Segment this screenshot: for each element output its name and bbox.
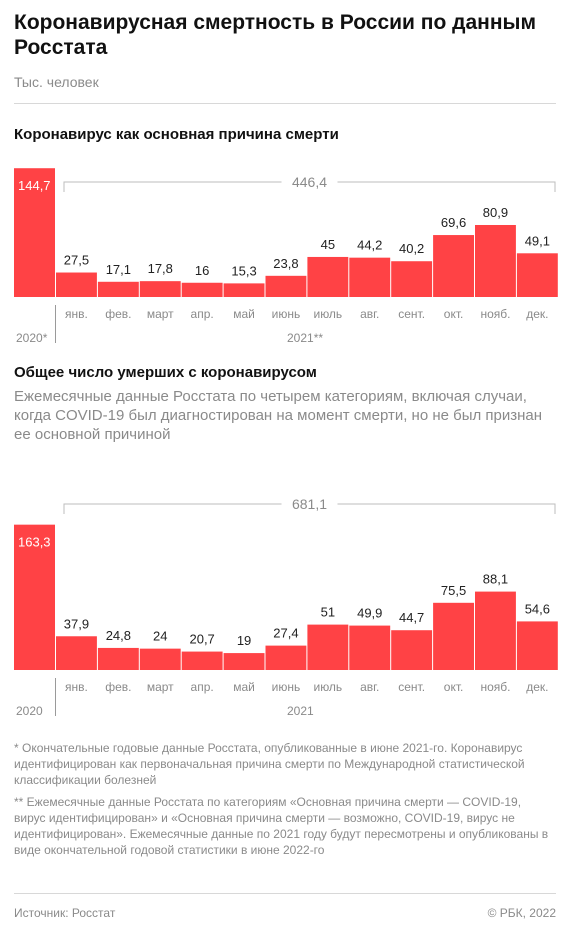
month-tick-label: дек. bbox=[526, 680, 548, 694]
month-tick-label: июль bbox=[313, 680, 342, 694]
month-tick-label: июнь bbox=[272, 307, 301, 321]
value-label: 17,8 bbox=[148, 261, 173, 276]
month-tick-label: янв. bbox=[65, 307, 88, 321]
bar-8 bbox=[349, 625, 391, 670]
month-tick-label: март bbox=[147, 680, 174, 694]
bar-10 bbox=[433, 602, 474, 670]
bar-7 bbox=[307, 256, 349, 297]
month-tick-label: окт. bbox=[444, 680, 464, 694]
value-label: 45 bbox=[321, 237, 335, 252]
bar-5 bbox=[223, 283, 265, 297]
bar-11 bbox=[475, 591, 516, 670]
value-label: 49,9 bbox=[357, 606, 382, 621]
bar-8 bbox=[349, 257, 391, 297]
month-tick-label: янв. bbox=[65, 680, 88, 694]
chart-2-title: Общее число умерших с коронавирусом bbox=[14, 364, 317, 381]
month-tick-label: фев. bbox=[105, 307, 131, 321]
bar-1 bbox=[56, 272, 97, 297]
value-label: 88,1 bbox=[483, 572, 508, 587]
year-label-months: 2021** bbox=[287, 331, 323, 345]
bar-9 bbox=[391, 630, 433, 670]
footnote-monthly: ** Ежемесячные данные Росстата по катего… bbox=[14, 795, 549, 857]
footnotes: * Окончательные годовые данные Росстата,… bbox=[14, 740, 554, 864]
page-title: Коронавирусная смертность в России по да… bbox=[14, 11, 536, 59]
bar-9 bbox=[391, 261, 433, 297]
month-tick-label: фев. bbox=[105, 680, 131, 694]
value-label: 24 bbox=[153, 629, 167, 644]
value-label: 37,9 bbox=[64, 616, 89, 631]
copyright-label: © РБК, 2022 bbox=[487, 906, 556, 920]
divider bbox=[14, 103, 556, 104]
value-label: 23,8 bbox=[273, 256, 298, 271]
bar-annual bbox=[14, 168, 55, 297]
bar-2 bbox=[97, 647, 139, 670]
month-tick-label: июль bbox=[313, 307, 342, 321]
chart-1-title: Коронавирус как основная причина смерти bbox=[14, 126, 339, 143]
bar-4 bbox=[181, 651, 223, 670]
total-label-bg bbox=[281, 495, 338, 513]
month-tick-label: сент. bbox=[398, 307, 425, 321]
divider bbox=[14, 893, 556, 894]
month-tick-label: апр. bbox=[191, 307, 214, 321]
bar-7 bbox=[307, 624, 349, 670]
bar-4 bbox=[181, 282, 223, 297]
month-tick-label: нояб. bbox=[480, 680, 510, 694]
footnote-annual: * Окончательные годовые данные Росстата,… bbox=[14, 741, 525, 787]
value-label: 27,4 bbox=[273, 626, 298, 641]
value-label: 80,9 bbox=[483, 205, 508, 220]
value-label: 27,5 bbox=[64, 253, 89, 268]
bar-1 bbox=[56, 636, 97, 670]
month-tick-label: авг. bbox=[360, 307, 379, 321]
unit-label: Тыс. человек bbox=[14, 74, 99, 90]
value-label: 44,2 bbox=[357, 238, 382, 253]
value-label: 49,1 bbox=[525, 233, 550, 248]
value-label: 44,7 bbox=[399, 610, 424, 625]
month-tick-label: нояб. bbox=[480, 307, 510, 321]
bar-11 bbox=[475, 224, 516, 297]
month-tick-label: окт. bbox=[444, 307, 464, 321]
month-tick-label: май bbox=[233, 307, 255, 321]
chart-2-subtitle: Ежемесячные данные Росстата по четырем к… bbox=[14, 388, 543, 443]
month-tick-label: май bbox=[233, 680, 255, 694]
total-label: 446,4 bbox=[292, 174, 327, 190]
bar-12 bbox=[516, 621, 558, 670]
value-label: 20,7 bbox=[189, 632, 214, 647]
value-label: 19 bbox=[237, 633, 251, 648]
value-label: 15,3 bbox=[231, 263, 256, 278]
value-label-annual: 163,3 bbox=[18, 535, 51, 550]
bar-5 bbox=[223, 653, 265, 670]
month-tick-label: апр. bbox=[191, 680, 214, 694]
value-label: 16 bbox=[195, 263, 209, 278]
month-tick-label: дек. bbox=[526, 307, 548, 321]
year-label-months: 2021 bbox=[287, 704, 314, 718]
value-label: 69,6 bbox=[441, 215, 466, 230]
value-label: 24,8 bbox=[106, 628, 131, 643]
month-tick-label: авг. bbox=[360, 680, 379, 694]
month-tick-label: июнь bbox=[272, 680, 301, 694]
source-label: Источник: Росстат bbox=[14, 906, 116, 920]
value-label-annual: 144,7 bbox=[18, 178, 51, 193]
bar-annual bbox=[14, 524, 55, 670]
value-label: 54,6 bbox=[525, 601, 550, 616]
year-label-annual: 2020* bbox=[16, 331, 48, 345]
value-label: 51 bbox=[321, 605, 335, 620]
bar-6 bbox=[265, 645, 307, 670]
bar-12 bbox=[516, 253, 558, 297]
bar-6 bbox=[265, 275, 307, 297]
value-label: 75,5 bbox=[441, 583, 466, 598]
total-label: 681,1 bbox=[292, 496, 327, 512]
bar-3 bbox=[139, 281, 181, 297]
chart-2-total-deaths: 163,3 37,9 янв. 24,8 фев. 24 март 20,7 апр. 19 май… bbox=[14, 495, 558, 718]
total-label-bg bbox=[281, 173, 338, 191]
month-tick-label: сент. bbox=[398, 680, 425, 694]
month-tick-label: март bbox=[147, 307, 174, 321]
bar-2 bbox=[97, 281, 139, 297]
bar-10 bbox=[433, 235, 474, 297]
bar-3 bbox=[139, 648, 181, 670]
value-label: 17,1 bbox=[106, 262, 131, 277]
year-label-annual: 2020 bbox=[16, 704, 43, 718]
value-label: 40,2 bbox=[399, 241, 424, 256]
chart-1-main-cause: 144,7 27,5 янв. 17,1 фев. 17,8 март 16 апр. 15,3 м… bbox=[14, 168, 558, 345]
